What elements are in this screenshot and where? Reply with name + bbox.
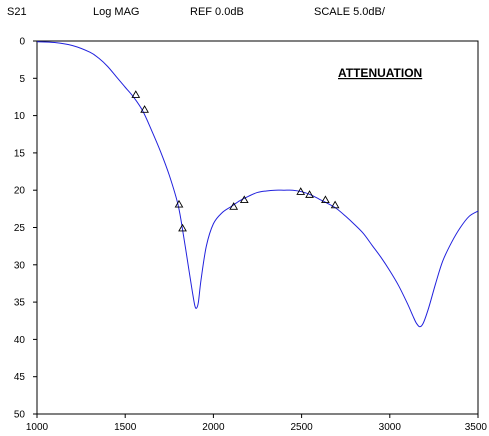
y-tick-label: 10: [14, 111, 26, 122]
plot-frame: [36, 40, 479, 415]
x-tick-label: 2000: [202, 422, 225, 433]
triangle-marker: [178, 223, 187, 232]
y-tick-label: 20: [14, 186, 26, 197]
triangle-marker: [131, 90, 141, 98]
triangle-marker: [305, 190, 314, 198]
scale-label: SCALE 5.0dB/: [314, 6, 385, 18]
y-tick-label: 45: [14, 372, 26, 383]
y-tick-label: 30: [14, 260, 26, 271]
triangle-marker: [239, 195, 249, 204]
reference-label: REF 0.0dB: [190, 6, 244, 18]
y-tick-label: 15: [14, 148, 26, 159]
x-tick-label: 3500: [465, 422, 488, 433]
x-tick-label: 2500: [290, 422, 313, 433]
attenuation-curve: [36, 41, 479, 328]
triangle-marker: [174, 199, 184, 208]
x-tick-label: 1000: [26, 422, 49, 433]
x-tick-label: 1500: [114, 422, 137, 433]
triangle-marker: [330, 200, 340, 209]
x-axis: 1000 1500 2000 2500 3000 3500: [26, 414, 488, 433]
triangle-marker: [140, 105, 149, 113]
marker-group: [131, 90, 340, 232]
x-tick-label: 3000: [379, 422, 402, 433]
triangle-marker: [321, 195, 330, 204]
y-tick-label: 25: [14, 223, 26, 234]
y-tick-label: 0: [19, 37, 25, 48]
y-tick-label: 35: [14, 298, 26, 309]
triangle-marker: [296, 187, 306, 195]
format-label: Log MAG: [93, 6, 140, 18]
parameter-label: S21: [7, 6, 27, 18]
y-tick-label: 40: [14, 335, 26, 346]
triangle-marker: [229, 202, 239, 210]
y-axis: 0 5 10 15 20 25 30 35 40 45 50: [14, 37, 37, 421]
attenuation-annotation: ATTENUATION: [338, 66, 422, 80]
y-tick-label: 50: [14, 410, 26, 421]
y-tick-label: 5: [19, 74, 25, 85]
